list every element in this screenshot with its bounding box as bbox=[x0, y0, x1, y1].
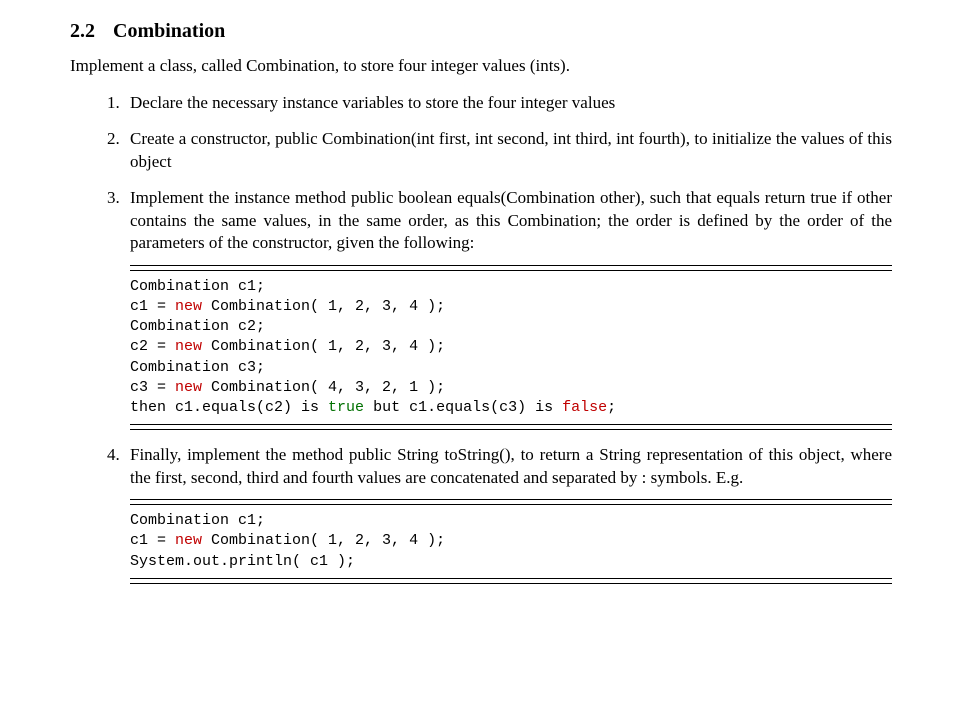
code-text: c3 = bbox=[130, 379, 175, 396]
code-text: Combination c2; bbox=[130, 318, 265, 335]
requirement-text: Finally, implement the method public Str… bbox=[130, 445, 892, 486]
code-keyword-new: new bbox=[175, 532, 202, 549]
code-keyword-new: new bbox=[175, 338, 202, 355]
code-text: but c1.equals(c3) is bbox=[364, 399, 562, 416]
code-text: c1 = bbox=[130, 298, 175, 315]
requirement-item-1: Declare the necessary instance variables… bbox=[124, 92, 892, 114]
code-text: Combination c1; bbox=[130, 278, 265, 295]
requirement-item-4: Finally, implement the method public Str… bbox=[124, 444, 892, 584]
requirement-text: Create a constructor, public Combination… bbox=[130, 129, 892, 170]
code-block-2: Combination c1; c1 = new Combination( 1,… bbox=[130, 499, 892, 584]
code-block-2-inner: Combination c1; c1 = new Combination( 1,… bbox=[130, 504, 892, 579]
code-text: System.out.println( c1 ); bbox=[130, 553, 355, 570]
code-text: Combination( 1, 2, 3, 4 ); bbox=[202, 338, 445, 355]
code-block-1: Combination c1; c1 = new Combination( 1,… bbox=[130, 265, 892, 431]
requirement-item-3: Implement the instance method public boo… bbox=[124, 187, 892, 430]
code-text: Combination c3; bbox=[130, 359, 265, 376]
code-text: then c1.equals(c2) is bbox=[130, 399, 328, 416]
requirement-item-2: Create a constructor, public Combination… bbox=[124, 128, 892, 173]
code-keyword-new: new bbox=[175, 298, 202, 315]
intro-paragraph: Implement a class, called Combination, t… bbox=[70, 55, 892, 78]
code-keyword-new: new bbox=[175, 379, 202, 396]
requirement-text: Declare the necessary instance variables… bbox=[130, 93, 615, 112]
section-header: 2.2 Combination bbox=[70, 20, 892, 43]
document-page: 2.2 Combination Implement a class, called… bbox=[0, 0, 962, 716]
code-block-1-inner: Combination c1; c1 = new Combination( 1,… bbox=[130, 270, 892, 426]
requirement-text: Implement the instance method public boo… bbox=[130, 188, 892, 252]
code-text: Combination( 4, 3, 2, 1 ); bbox=[202, 379, 445, 396]
code-text: c1 = bbox=[130, 532, 175, 549]
section-number: 2.2 bbox=[70, 20, 95, 42]
section-title: Combination bbox=[113, 20, 225, 42]
code-text: Combination( 1, 2, 3, 4 ); bbox=[202, 532, 445, 549]
code-keyword-true: true bbox=[328, 399, 364, 416]
code-text: Combination c1; bbox=[130, 512, 265, 529]
requirements-list: Declare the necessary instance variables… bbox=[70, 92, 892, 584]
code-text: ; bbox=[607, 399, 616, 416]
code-text: Combination( 1, 2, 3, 4 ); bbox=[202, 298, 445, 315]
code-text: c2 = bbox=[130, 338, 175, 355]
code-keyword-false: false bbox=[562, 399, 607, 416]
